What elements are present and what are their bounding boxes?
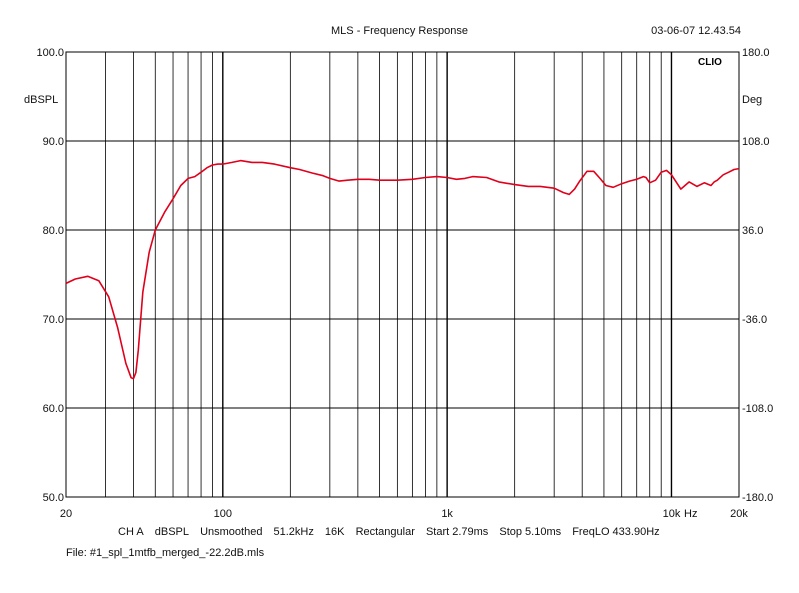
vertical-grid	[105, 52, 673, 497]
y2-axis-label: Deg	[742, 94, 762, 106]
x-tick-label: 20k	[730, 508, 748, 520]
x-tick-label: 20	[60, 508, 72, 520]
info-start: Start 2.79ms	[425, 526, 489, 538]
clio-logo: CLIO	[698, 57, 722, 68]
y2-tick-label: -108.0	[742, 403, 773, 415]
plot-frame	[65, 51, 740, 498]
y-tick-label: 70.0	[43, 314, 64, 326]
x-axis-unit: Hz	[684, 508, 697, 520]
x-axis-labels: 20 100 1k 10k 20k	[60, 508, 748, 520]
y2-tick-label: 36.0	[742, 225, 763, 237]
y2-axis-labels: 180.0 108.0 36.0 -36.0 -108.0 -180.0	[742, 47, 773, 504]
info-freqlo: FreqLO 433.90Hz	[572, 526, 660, 538]
y-tick-label: 100.0	[36, 47, 64, 59]
info-sample-rate: 51.2kHz	[273, 526, 314, 538]
info-unit: dBSPL	[154, 526, 189, 538]
file-name: File: #1_spl_1mtfb_merged_-22.2dB.mls	[66, 547, 265, 559]
frequency-response-line	[65, 159, 740, 380]
x-tick-label: 1k	[441, 508, 453, 520]
y2-tick-label: -36.0	[742, 314, 767, 326]
info-size: 16K	[324, 526, 345, 538]
y-tick-label: 90.0	[43, 136, 64, 148]
info-window: Rectangular	[355, 526, 415, 538]
x-tick-label: 100	[214, 508, 232, 520]
horizontal-grid	[66, 140, 739, 409]
y-tick-label: 50.0	[43, 492, 64, 504]
info-smoothing: Unsmoothed	[200, 526, 263, 538]
y2-tick-label: 108.0	[742, 136, 770, 148]
y-tick-label: 80.0	[43, 225, 64, 237]
y-axis-labels: 100.0 90.0 80.0 70.0 60.0 50.0	[36, 47, 64, 504]
chart-title: MLS - Frequency Response	[331, 25, 468, 37]
timestamp: 03-06-07 12.43.54	[651, 25, 741, 37]
y2-tick-label: 180.0	[742, 47, 770, 59]
y-axis-label: dBSPL	[24, 94, 58, 106]
y-tick-label: 60.0	[43, 403, 64, 415]
info-channel: CH A	[118, 526, 144, 538]
info-stop: Stop 5.10ms	[499, 526, 562, 538]
measurement-info: CH A dBSPL Unsmoothed 51.2kHz 16K Rectan…	[118, 526, 668, 538]
x-tick-label: 10k	[663, 508, 681, 520]
y2-tick-label: -180.0	[742, 492, 773, 504]
